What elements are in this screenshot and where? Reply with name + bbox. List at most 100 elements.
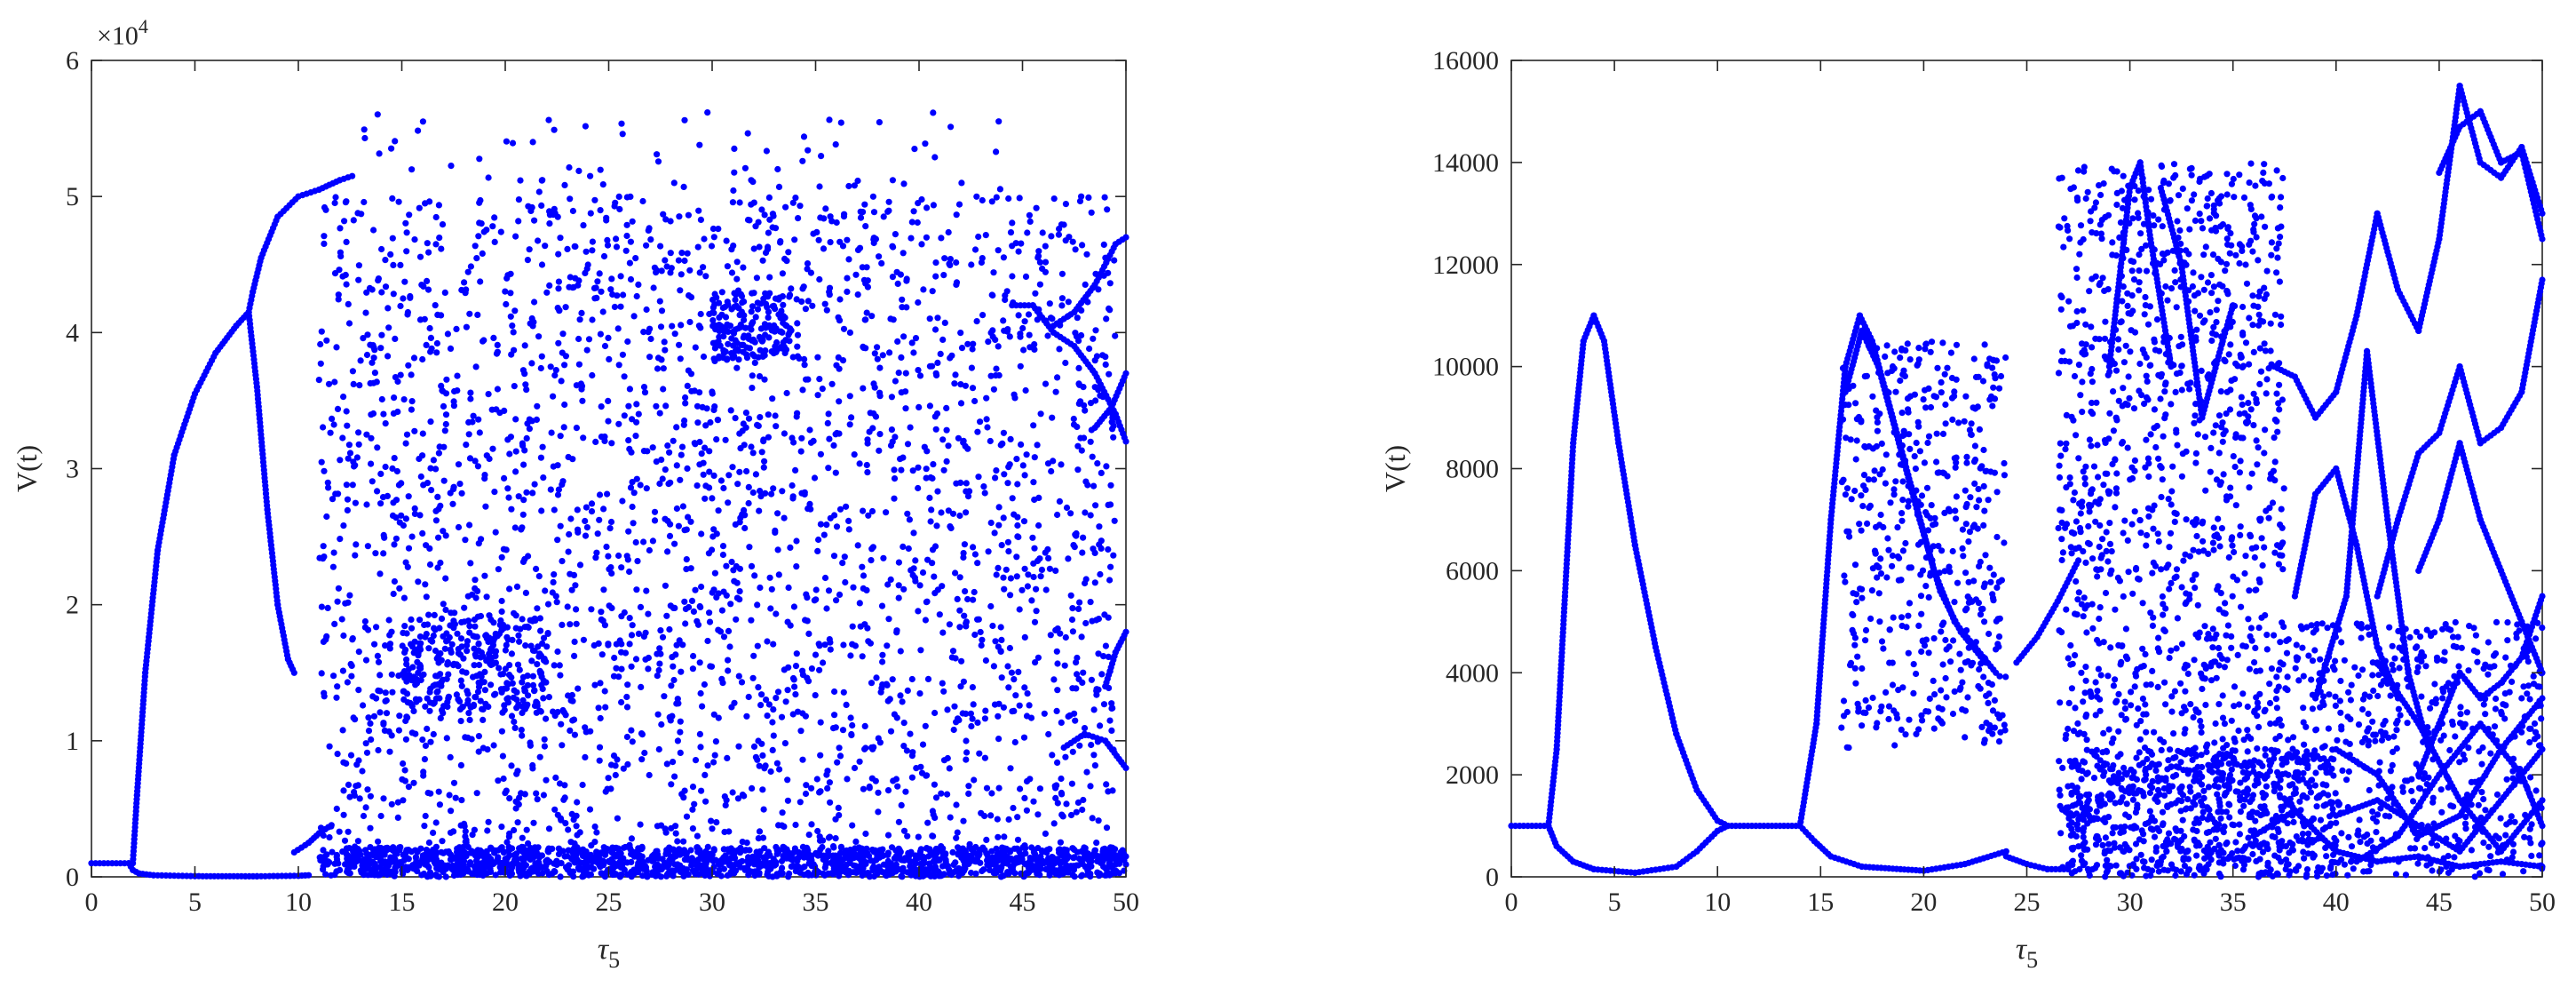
data-point <box>830 864 837 872</box>
data-point <box>538 353 545 360</box>
data-point <box>345 781 353 789</box>
data-point <box>578 386 585 393</box>
data-point <box>1101 845 1108 853</box>
data-point <box>869 544 877 551</box>
data-point <box>569 868 577 875</box>
data-point <box>979 636 986 643</box>
data-point <box>753 275 761 282</box>
data-point <box>770 641 777 648</box>
data-point <box>400 295 407 302</box>
data-point <box>453 325 460 332</box>
data-point <box>383 710 391 717</box>
data-point <box>694 621 702 628</box>
data-point <box>475 233 482 240</box>
data-point <box>536 650 543 657</box>
data-point <box>836 864 844 871</box>
data-point <box>698 583 705 591</box>
data-point <box>424 621 432 628</box>
data-point <box>704 637 711 645</box>
data-point <box>582 753 589 761</box>
data-point <box>479 705 486 712</box>
data-point <box>640 448 648 455</box>
data-point <box>1065 555 1072 562</box>
data-point <box>657 627 664 634</box>
data-point <box>515 196 523 203</box>
data-point <box>550 211 557 219</box>
data-point <box>1010 804 1017 812</box>
data-point <box>737 445 744 452</box>
data-point <box>862 744 869 752</box>
data-point <box>970 596 977 603</box>
data-point <box>569 456 576 463</box>
chart-panel-left: 0 5 10 15 20 25 30 35 40 45 50 0 1 2 3 4 5 6 ×104 τ5 V(t) <box>0 0 1288 999</box>
data-point <box>489 445 496 452</box>
data-point <box>551 868 558 875</box>
data-point <box>699 703 706 710</box>
data-point <box>846 859 853 867</box>
data-point <box>508 673 515 681</box>
data-point <box>497 228 504 235</box>
data-point <box>509 322 516 330</box>
data-point <box>361 617 369 625</box>
data-point <box>623 693 630 701</box>
data-point <box>636 846 643 853</box>
data-point <box>521 342 528 349</box>
data-point <box>1034 316 1041 323</box>
data-point <box>466 310 473 317</box>
data-point <box>816 376 823 383</box>
data-point <box>579 397 586 404</box>
data-point <box>814 392 821 399</box>
data-point <box>937 350 944 357</box>
data-point <box>424 277 431 284</box>
data-point <box>844 236 851 243</box>
data-point <box>681 257 688 265</box>
data-point <box>1088 426 1095 434</box>
data-point <box>484 746 491 753</box>
data-point <box>1071 544 1078 551</box>
data-point <box>725 627 733 635</box>
data-point <box>339 667 346 674</box>
data-point <box>498 608 505 616</box>
data-point <box>615 552 622 560</box>
data-point <box>576 561 584 569</box>
data-point <box>929 288 936 295</box>
data-point <box>456 651 464 658</box>
data-point <box>821 852 828 859</box>
data-point <box>788 285 795 292</box>
data-point <box>376 570 384 577</box>
data-point <box>531 299 538 306</box>
data-point <box>992 474 999 482</box>
data-point <box>673 462 680 469</box>
data-point <box>480 228 487 235</box>
data-point <box>711 345 719 352</box>
data-point <box>555 278 563 285</box>
data-point <box>1007 765 1014 772</box>
data-point <box>907 424 914 431</box>
data-point <box>408 641 415 648</box>
data-point <box>1067 510 1074 517</box>
data-point <box>834 759 841 766</box>
data-point <box>511 346 518 354</box>
data-point <box>425 249 432 256</box>
data-point <box>595 640 602 648</box>
data-point <box>343 408 350 415</box>
data-point <box>673 505 681 513</box>
data-point <box>574 506 581 513</box>
data-point <box>557 873 564 880</box>
data-point <box>904 869 911 876</box>
data-point <box>593 294 600 301</box>
data-point <box>561 782 568 789</box>
data-point <box>333 851 340 859</box>
data-point <box>678 271 685 278</box>
data-point <box>776 766 783 773</box>
data-point <box>577 380 585 387</box>
data-point <box>1021 318 1028 325</box>
data-point <box>555 251 562 258</box>
data-point <box>969 684 976 691</box>
data-point <box>719 543 727 550</box>
data-point <box>1074 799 1082 807</box>
data-point <box>972 870 979 878</box>
data-point <box>562 820 569 827</box>
data-point <box>673 641 680 649</box>
data-point <box>938 843 945 850</box>
